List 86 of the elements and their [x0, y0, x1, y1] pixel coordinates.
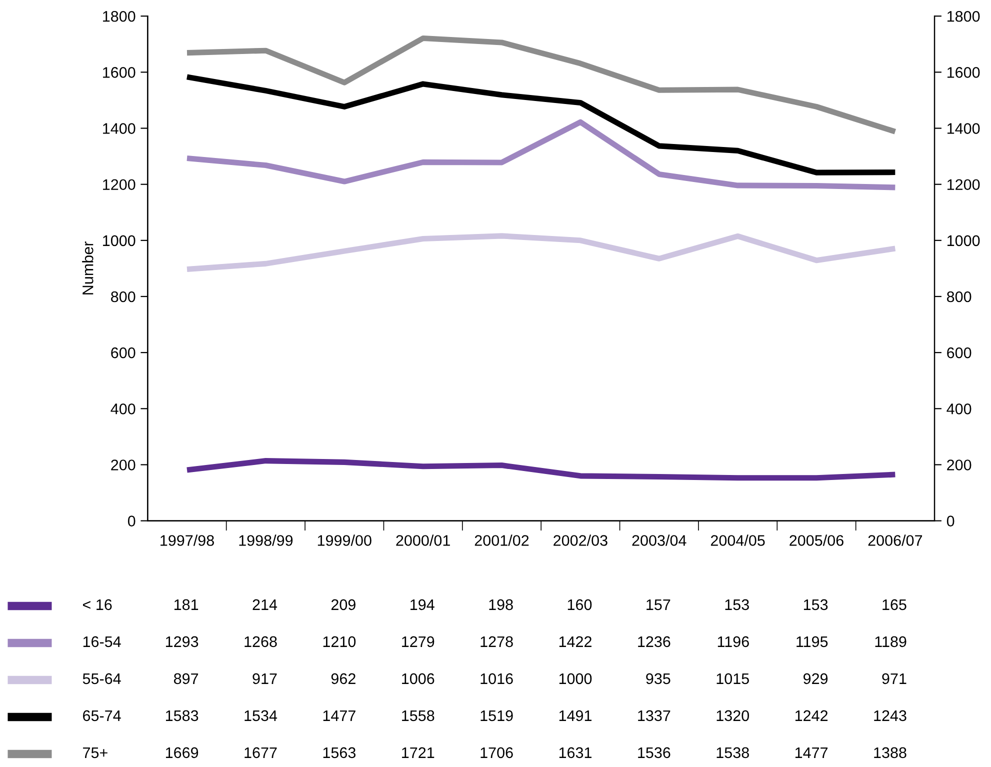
data-label: 897	[174, 673, 198, 684]
data-label: 1016	[480, 673, 513, 684]
x-tick-label: 2004/05	[710, 534, 765, 546]
y2-tick-label: 400	[946, 404, 972, 414]
data-label: 1491	[559, 710, 592, 722]
y-tick-label: 600	[111, 347, 136, 358]
data-label: 1196	[718, 636, 749, 648]
legend-label: 16-54	[83, 636, 121, 648]
y-tick-label: 1000	[103, 235, 136, 246]
data-label: 165	[882, 599, 906, 610]
data-label: 1477	[323, 710, 356, 721]
legend-label: 75+	[83, 747, 108, 758]
data-label: 1583	[166, 710, 198, 722]
y-tick-label: 400	[110, 404, 136, 414]
y-tick-label: 1200	[103, 179, 136, 190]
y2-tick-label: 1000	[947, 235, 980, 246]
y-axis-title: Number	[82, 242, 94, 294]
x-tick-label: 1998/99	[239, 534, 293, 546]
data-label: 1243	[874, 710, 906, 722]
data-label: 1278	[480, 636, 513, 648]
y-tick-label: 1400	[103, 123, 136, 134]
data-label: 1631	[559, 747, 592, 758]
y-tick-label: 1800	[103, 10, 136, 22]
y2-tick-label: 1400	[947, 123, 980, 134]
data-label: 1558	[402, 710, 434, 722]
data-label: 153	[804, 599, 828, 610]
data-label: 1189	[875, 636, 906, 648]
y2-tick-label: 200	[947, 460, 972, 470]
data-label: 160	[568, 599, 592, 610]
data-label: 1195	[796, 636, 828, 648]
data-label: 153	[725, 599, 749, 610]
data-label: 1320	[716, 710, 750, 722]
x-tick-label: 1999/00	[318, 534, 372, 546]
data-label: 198	[489, 599, 513, 610]
x-tick-label: 2002/03	[554, 534, 608, 546]
data-label: 1006	[402, 673, 434, 684]
data-label: 917	[252, 673, 277, 684]
data-label: 1536	[638, 747, 670, 758]
x-tick-label: 2003/04	[632, 534, 686, 546]
data-label: 181	[174, 599, 198, 610]
data-label: 194	[410, 599, 434, 610]
data-label: 1293	[166, 636, 198, 648]
data-label: 1534	[244, 710, 278, 722]
y2-tick-label: 1200	[947, 179, 980, 190]
data-label: 1388	[874, 747, 906, 758]
legend-label: 65-74	[83, 710, 121, 722]
x-tick-label: 2001/02	[474, 534, 529, 546]
data-label: 1477	[795, 747, 828, 758]
x-tick-label: 1997/98	[160, 534, 214, 546]
data-label: 935	[646, 673, 670, 684]
y-tick-label: 200	[111, 460, 136, 470]
data-label: 1242	[795, 710, 828, 721]
data-label: 1538	[716, 747, 749, 758]
data-label: 971	[882, 673, 906, 684]
y2-tick-label: 600	[947, 347, 972, 358]
data-label: 1015	[716, 673, 749, 684]
y2-tick-label: 800	[946, 291, 972, 302]
y2-tick-label: 1800	[947, 10, 980, 22]
data-label: 1268	[244, 636, 277, 648]
data-label: 962	[331, 673, 356, 684]
y-tick-label: 1600	[103, 67, 136, 78]
data-label: 209	[331, 599, 356, 610]
x-tick-label: 2006/07	[868, 534, 922, 546]
data-label: 1210	[323, 636, 356, 648]
y-tick-label: 0	[128, 516, 136, 526]
data-label: 1669	[166, 747, 198, 758]
data-label: 1563	[323, 747, 356, 758]
data-label: 929	[804, 673, 828, 684]
data-label: 1721	[402, 747, 434, 758]
data-label: 1000	[559, 673, 592, 684]
data-label: 157	[646, 599, 670, 610]
data-label: 1279	[402, 636, 434, 648]
data-label: 214	[252, 599, 278, 610]
legend-label: < 16	[83, 599, 112, 610]
legend-label: 55-64	[82, 673, 121, 684]
data-label: 1422	[559, 636, 592, 647]
data-label: 1706	[480, 747, 513, 758]
data-label: 1519	[480, 710, 513, 722]
data-label: 1337	[638, 710, 670, 722]
x-tick-label: 2000/01	[396, 534, 450, 546]
x-tick-label: 2005/06	[790, 534, 844, 546]
data-label: 1236	[638, 636, 670, 648]
y2-tick-label: 0	[946, 516, 954, 526]
y-tick-label: 800	[111, 291, 136, 302]
data-label: 1677	[244, 747, 277, 758]
y2-tick-label: 1600	[947, 67, 980, 78]
